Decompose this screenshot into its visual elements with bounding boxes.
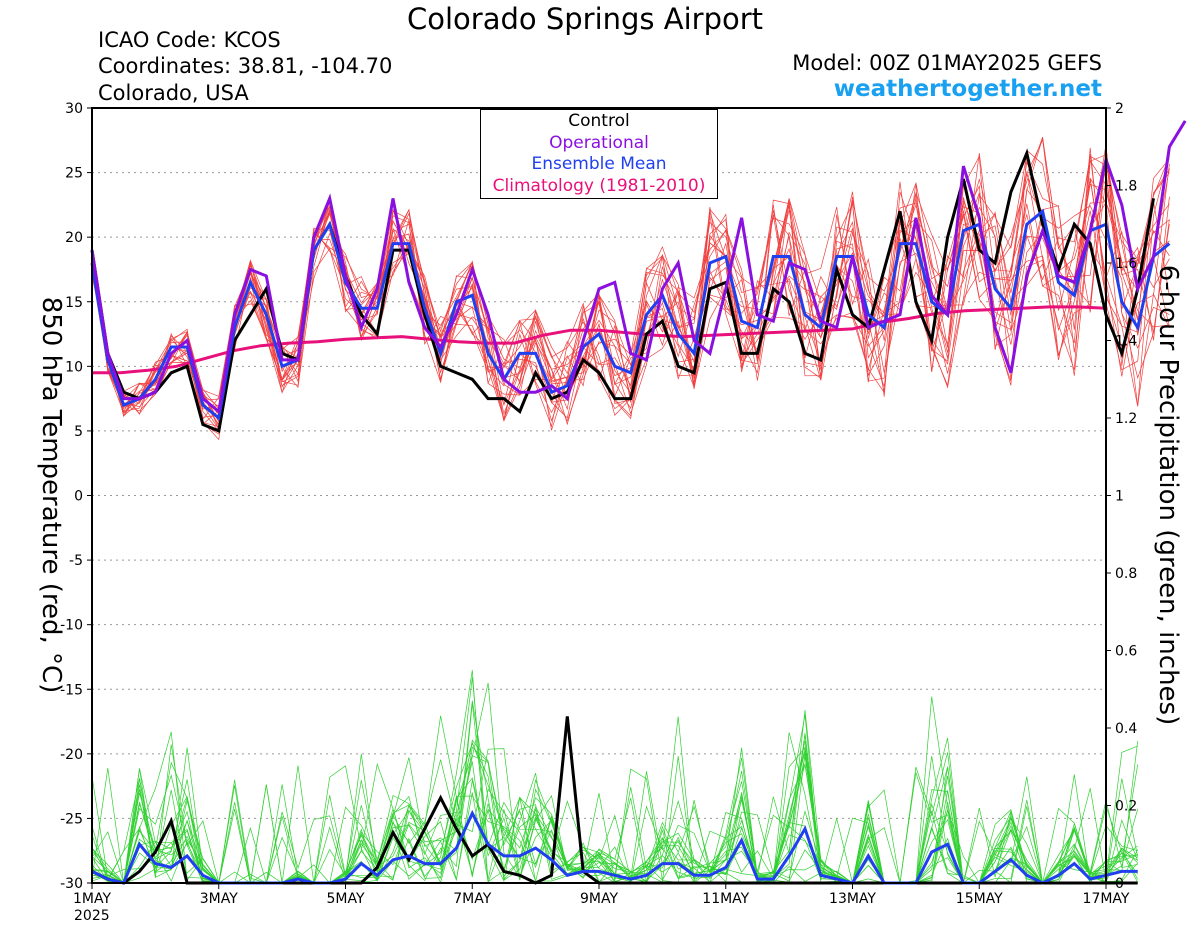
operational-temp-line <box>90 120 1187 415</box>
chart-title: Colorado Springs Airport <box>406 2 764 36</box>
axes: 302520151050-5-10-15-20-25-3021.81.61.41… <box>60 101 1137 924</box>
left-tick-label: 20 <box>65 230 83 246</box>
precip-member-line <box>91 740 1138 884</box>
x-tick-label: 13MAY <box>829 891 876 907</box>
left-tick-label: 30 <box>65 101 83 117</box>
ens-mean-temp-line <box>90 208 1171 421</box>
precip-member-line <box>91 670 1138 884</box>
x-tick-label: 15MAY <box>956 891 1003 907</box>
model-run: Model: 00Z 01MAY2025 GEFS <box>792 51 1102 75</box>
x-tick-label: 1MAY <box>73 891 111 907</box>
left-tick-label: 0 <box>74 489 83 505</box>
precip-member-line <box>91 737 1139 884</box>
left-tick-label: 25 <box>65 166 83 182</box>
legend-ensemble-mean: Ensemble Mean <box>531 154 667 174</box>
ensemble-members <box>91 136 1170 884</box>
right-tick-label: 0 <box>1115 876 1124 892</box>
right-tick-label: 1.2 <box>1115 411 1137 427</box>
site-link[interactable]: weathertogether.net <box>833 76 1102 102</box>
precip-member-line <box>91 762 1139 884</box>
right-tick-label: 0.6 <box>1115 644 1137 660</box>
coordinates: Coordinates: 38.81, -104.70 <box>98 54 393 78</box>
precip-member-line <box>91 703 1139 884</box>
precip-member-line <box>91 700 1138 884</box>
x-tick-label: 3MAY <box>200 891 238 907</box>
right-tick-label: 1 <box>1115 489 1124 505</box>
x-tick-label: 17MAY <box>1083 891 1130 907</box>
left-axis-label: 850 hPa Temperature (red, °C) <box>36 297 66 694</box>
precip-member-line <box>91 733 1139 884</box>
control-temp-line <box>90 148 1155 433</box>
left-tick-label: 15 <box>65 295 83 311</box>
left-tick-label: -20 <box>60 747 83 763</box>
temp-member-line <box>91 177 1170 432</box>
right-tick-label: 1.4 <box>1115 334 1137 350</box>
left-tick-label: -25 <box>60 811 83 827</box>
left-tick-label: 10 <box>65 359 83 375</box>
right-tick-label: 1.6 <box>1115 256 1137 272</box>
left-tick-label: 5 <box>74 424 83 440</box>
x-tick-label: 5MAY <box>326 891 364 907</box>
x-tick-sublabel: 2025 <box>74 908 110 924</box>
right-tick-label: 2 <box>1115 101 1124 117</box>
icao-code: ICAO Code: KCOS <box>98 28 281 52</box>
x-tick-label: 9MAY <box>580 891 618 907</box>
legend-climatology: Climatology (1981-2010) <box>492 175 706 196</box>
precip-member-line <box>91 696 1138 884</box>
plot-frame <box>91 107 1107 884</box>
precip-member-line <box>91 710 1138 884</box>
left-tick-label: -15 <box>60 682 83 698</box>
left-tick-label: -30 <box>60 876 83 892</box>
temp-member-line <box>91 156 1170 441</box>
left-tick-label: -5 <box>69 553 83 569</box>
right-tick-label: 0.2 <box>1115 799 1137 815</box>
right-tick-label: 1.8 <box>1115 179 1137 195</box>
x-tick-label: 7MAY <box>453 891 491 907</box>
x-tick-label: 11MAY <box>702 891 749 907</box>
precip-member-line <box>91 731 1139 884</box>
precip-member-line <box>91 682 1139 884</box>
legend-control: Control <box>568 111 630 131</box>
right-tick-label: 0.8 <box>1115 566 1137 582</box>
right-tick-label: 0.4 <box>1115 721 1137 737</box>
legend-operational: Operational <box>549 132 649 153</box>
region: Colorado, USA <box>98 81 249 105</box>
right-axis-label: 6-hour Precipitation (green, inches) <box>1153 265 1183 725</box>
precip-member-line <box>91 677 1139 884</box>
left-tick-label: -10 <box>60 618 83 634</box>
legend: Control Operational Ensemble Mean Climat… <box>480 109 718 199</box>
